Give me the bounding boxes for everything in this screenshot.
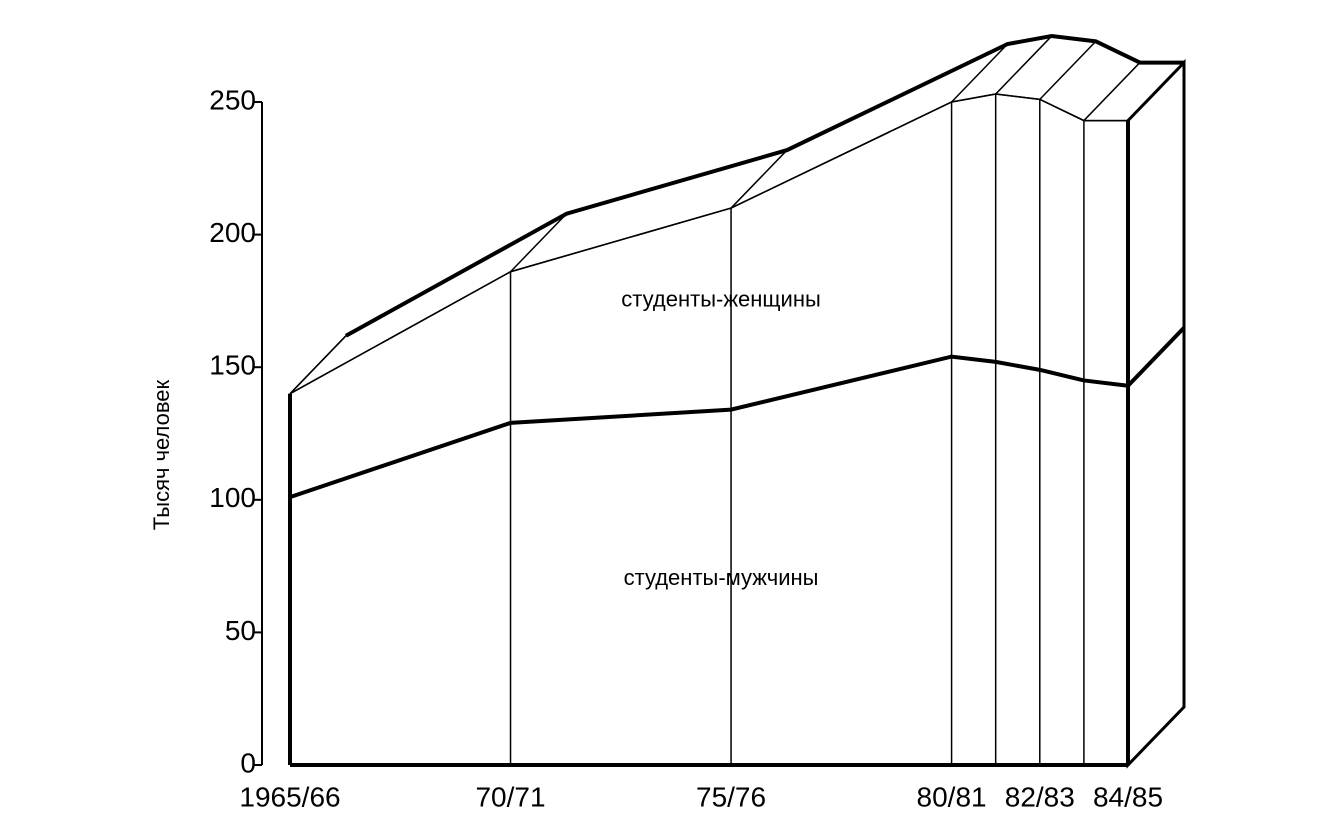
y-axis-label: Тысяч человек <box>149 379 174 530</box>
x-tick-label: 80/81 <box>917 781 987 812</box>
y-tick-label: 250 <box>209 84 256 115</box>
depth-edge <box>730 149 788 209</box>
back-edge <box>345 34 1184 338</box>
x-tick-label: 82/83 <box>1005 781 1075 812</box>
x-tick-label: 75/76 <box>696 781 766 812</box>
side-line <box>1126 326 1186 388</box>
series-label: студенты-женщины <box>621 287 820 312</box>
depth-edge <box>1039 40 1097 100</box>
depth-edge <box>951 43 1009 103</box>
depth-edge <box>509 213 568 273</box>
y-tick-label: 50 <box>225 615 256 646</box>
series-line <box>289 354 1129 500</box>
x-tick-label: 1965/66 <box>239 781 340 812</box>
y-tick-label: 0 <box>240 747 256 778</box>
series-label: студенты-мужчины <box>624 565 819 590</box>
depth-edge <box>289 335 347 395</box>
depth-edge <box>995 35 1053 95</box>
y-tick-label: 100 <box>209 482 256 513</box>
depth-edge <box>1083 62 1141 122</box>
x-tick-label: 84/85 <box>1093 781 1163 812</box>
y-tick-label: 150 <box>209 350 256 381</box>
series-line <box>289 93 1128 395</box>
side-face <box>1126 58 1186 769</box>
y-tick-label: 200 <box>209 217 256 248</box>
x-tick-label: 70/71 <box>475 781 545 812</box>
